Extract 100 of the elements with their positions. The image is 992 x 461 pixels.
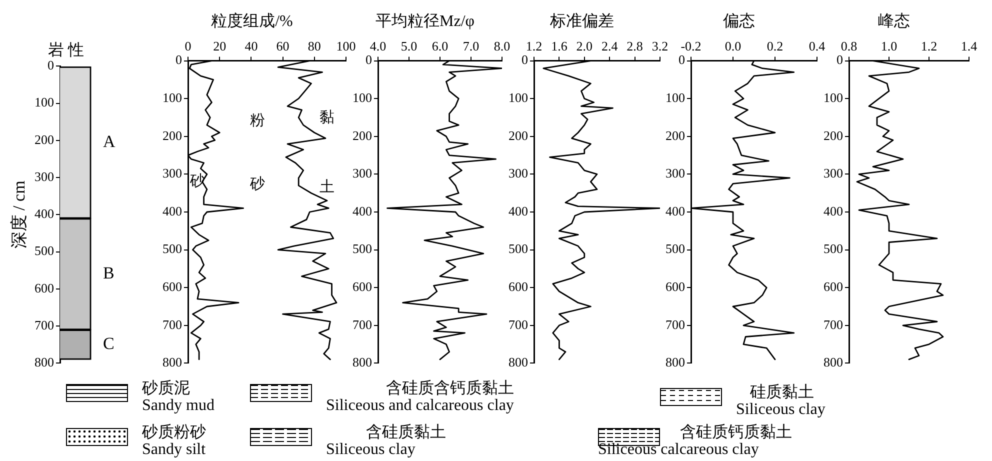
y-tick-label: 300 (824, 166, 843, 181)
chart-title: 峰态 (878, 12, 910, 30)
annotation: 粉 (250, 112, 266, 130)
x-tick-label: 0.8 (840, 38, 858, 54)
x-tick-label: 5.0 (400, 38, 418, 54)
y-tick-label: 700 (508, 316, 528, 332)
text: 砂质粉砂 (142, 422, 206, 442)
chart-title: 偏态 (723, 12, 755, 30)
y-tick-label: 200 (162, 128, 182, 143)
y-tick-label: 300 (162, 166, 182, 181)
text: Siliceous and calcareous clay (326, 397, 514, 415)
y-tick-label: 0 (366, 52, 372, 68)
y-tick-label: 100 (34, 94, 54, 110)
chart-title: 岩 性 (48, 40, 84, 59)
annotation: 土 (320, 178, 335, 196)
y-tick-label: 400 (162, 203, 182, 218)
annotation: 黏 (320, 109, 335, 126)
x-tick-label: 3.2 (652, 38, 668, 54)
y-tick-label: 600 (34, 280, 54, 296)
x-tick-label: 2.0 (576, 38, 593, 54)
text: 含硅质含钙质黏土 (386, 378, 514, 398)
text: Sandy mud (142, 397, 214, 415)
x-tick-label: 1.2 (920, 38, 938, 54)
y-tick-label: 500 (508, 241, 528, 256)
y-tick-label: 500 (352, 241, 372, 256)
y-tick-label: 600 (352, 279, 372, 294)
y-tick-label: 500 (666, 241, 685, 256)
x-tick-label: 0.2 (766, 38, 784, 54)
text: 含硅质黏土 (366, 422, 446, 442)
series-label: A (103, 132, 116, 152)
x-tick-label: -0.2 (680, 38, 702, 54)
x-tick-label: 0 (184, 38, 192, 54)
y-tick-label: 400 (352, 203, 372, 218)
chart-title: 平均粒径Mz/φ (375, 12, 475, 30)
x-tick-label: 60 (276, 38, 290, 54)
y-tick-label: 800 (824, 354, 843, 370)
text: Siliceous clay (326, 441, 416, 459)
y-tick-label: 800 (352, 354, 372, 370)
x-tick-label: 20 (213, 38, 226, 54)
y-tick-label: 700 (666, 316, 685, 332)
y-tick-label: 600 (508, 279, 528, 294)
x-tick-label: 4.0 (370, 38, 386, 54)
x-tick-label: 1.6 (551, 38, 568, 54)
y-tick-label: 0 (678, 52, 685, 68)
y-tick-label: 500 (824, 241, 843, 256)
chart-title: 标准偏差 (549, 12, 614, 30)
x-tick-label: 7.0 (462, 38, 480, 54)
y-tick-label: 0 (48, 58, 54, 73)
x-tick-label: 6.0 (432, 38, 448, 54)
text: Siliceous clay (736, 401, 826, 419)
y-tick-label: 200 (508, 128, 528, 143)
text: 含硅质钙质黏土 (680, 422, 792, 442)
y-tick-label: 700 (352, 316, 372, 332)
annotation: 砂 (249, 176, 266, 193)
y-tick-label: 800 (508, 354, 528, 370)
y-tick-label: 400 (34, 206, 54, 222)
y-tick-label: 700 (34, 317, 54, 332)
x-tick-label: 40 (244, 38, 258, 54)
y-tick-label: 200 (352, 128, 372, 143)
y-tick-label: 500 (162, 241, 182, 256)
x-tick-label: 1.4 (960, 38, 978, 54)
y-tick-label: 200 (824, 128, 843, 143)
y-tick-label: 700 (824, 316, 843, 332)
y-tick-label: 300 (666, 166, 685, 181)
y-tick-label: 200 (34, 132, 54, 147)
x-tick-label: 1.0 (880, 38, 898, 54)
y-axis-title: 深度 / cm (10, 180, 29, 249)
y-tick-label: 300 (508, 166, 528, 181)
y-tick-label: 600 (666, 279, 685, 294)
y-tick-label: 400 (824, 203, 843, 218)
y-tick-label: 200 (666, 128, 685, 143)
x-tick-label: 0.4 (808, 38, 826, 54)
chart-title: 粒度组成/% (211, 12, 293, 30)
y-tick-label: 600 (162, 279, 182, 294)
y-tick-label: 100 (352, 90, 372, 106)
series-label: C (103, 334, 114, 354)
y-tick-label: 100 (824, 90, 843, 106)
x-tick-label: 2.4 (601, 38, 618, 54)
y-tick-label: 300 (352, 166, 372, 181)
text: Siliceous calcareous clay (598, 441, 759, 459)
x-tick-label: 8.0 (494, 38, 510, 54)
y-tick-label: 400 (666, 203, 685, 218)
y-tick-label: 100 (162, 90, 182, 106)
y-tick-label: 0 (522, 52, 528, 68)
text: 硅质黏土 (750, 382, 814, 402)
x-tick-label: 80 (308, 38, 321, 54)
y-tick-label: 800 (666, 354, 685, 370)
y-tick-label: 800 (34, 354, 54, 370)
y-tick-label: 0 (836, 52, 843, 68)
y-tick-label: 700 (162, 316, 182, 332)
text: Sandy silt (142, 441, 206, 459)
y-tick-label: 100 (508, 90, 528, 106)
y-tick-label: 800 (162, 354, 182, 370)
y-tick-label: 300 (34, 168, 54, 184)
series-label: B (103, 264, 114, 283)
y-tick-label: 100 (666, 90, 685, 106)
x-tick-label: 2.8 (626, 38, 643, 54)
y-tick-label: 500 (34, 243, 54, 258)
y-tick-label: 600 (824, 279, 843, 294)
x-tick-label: 0.0 (724, 38, 742, 54)
